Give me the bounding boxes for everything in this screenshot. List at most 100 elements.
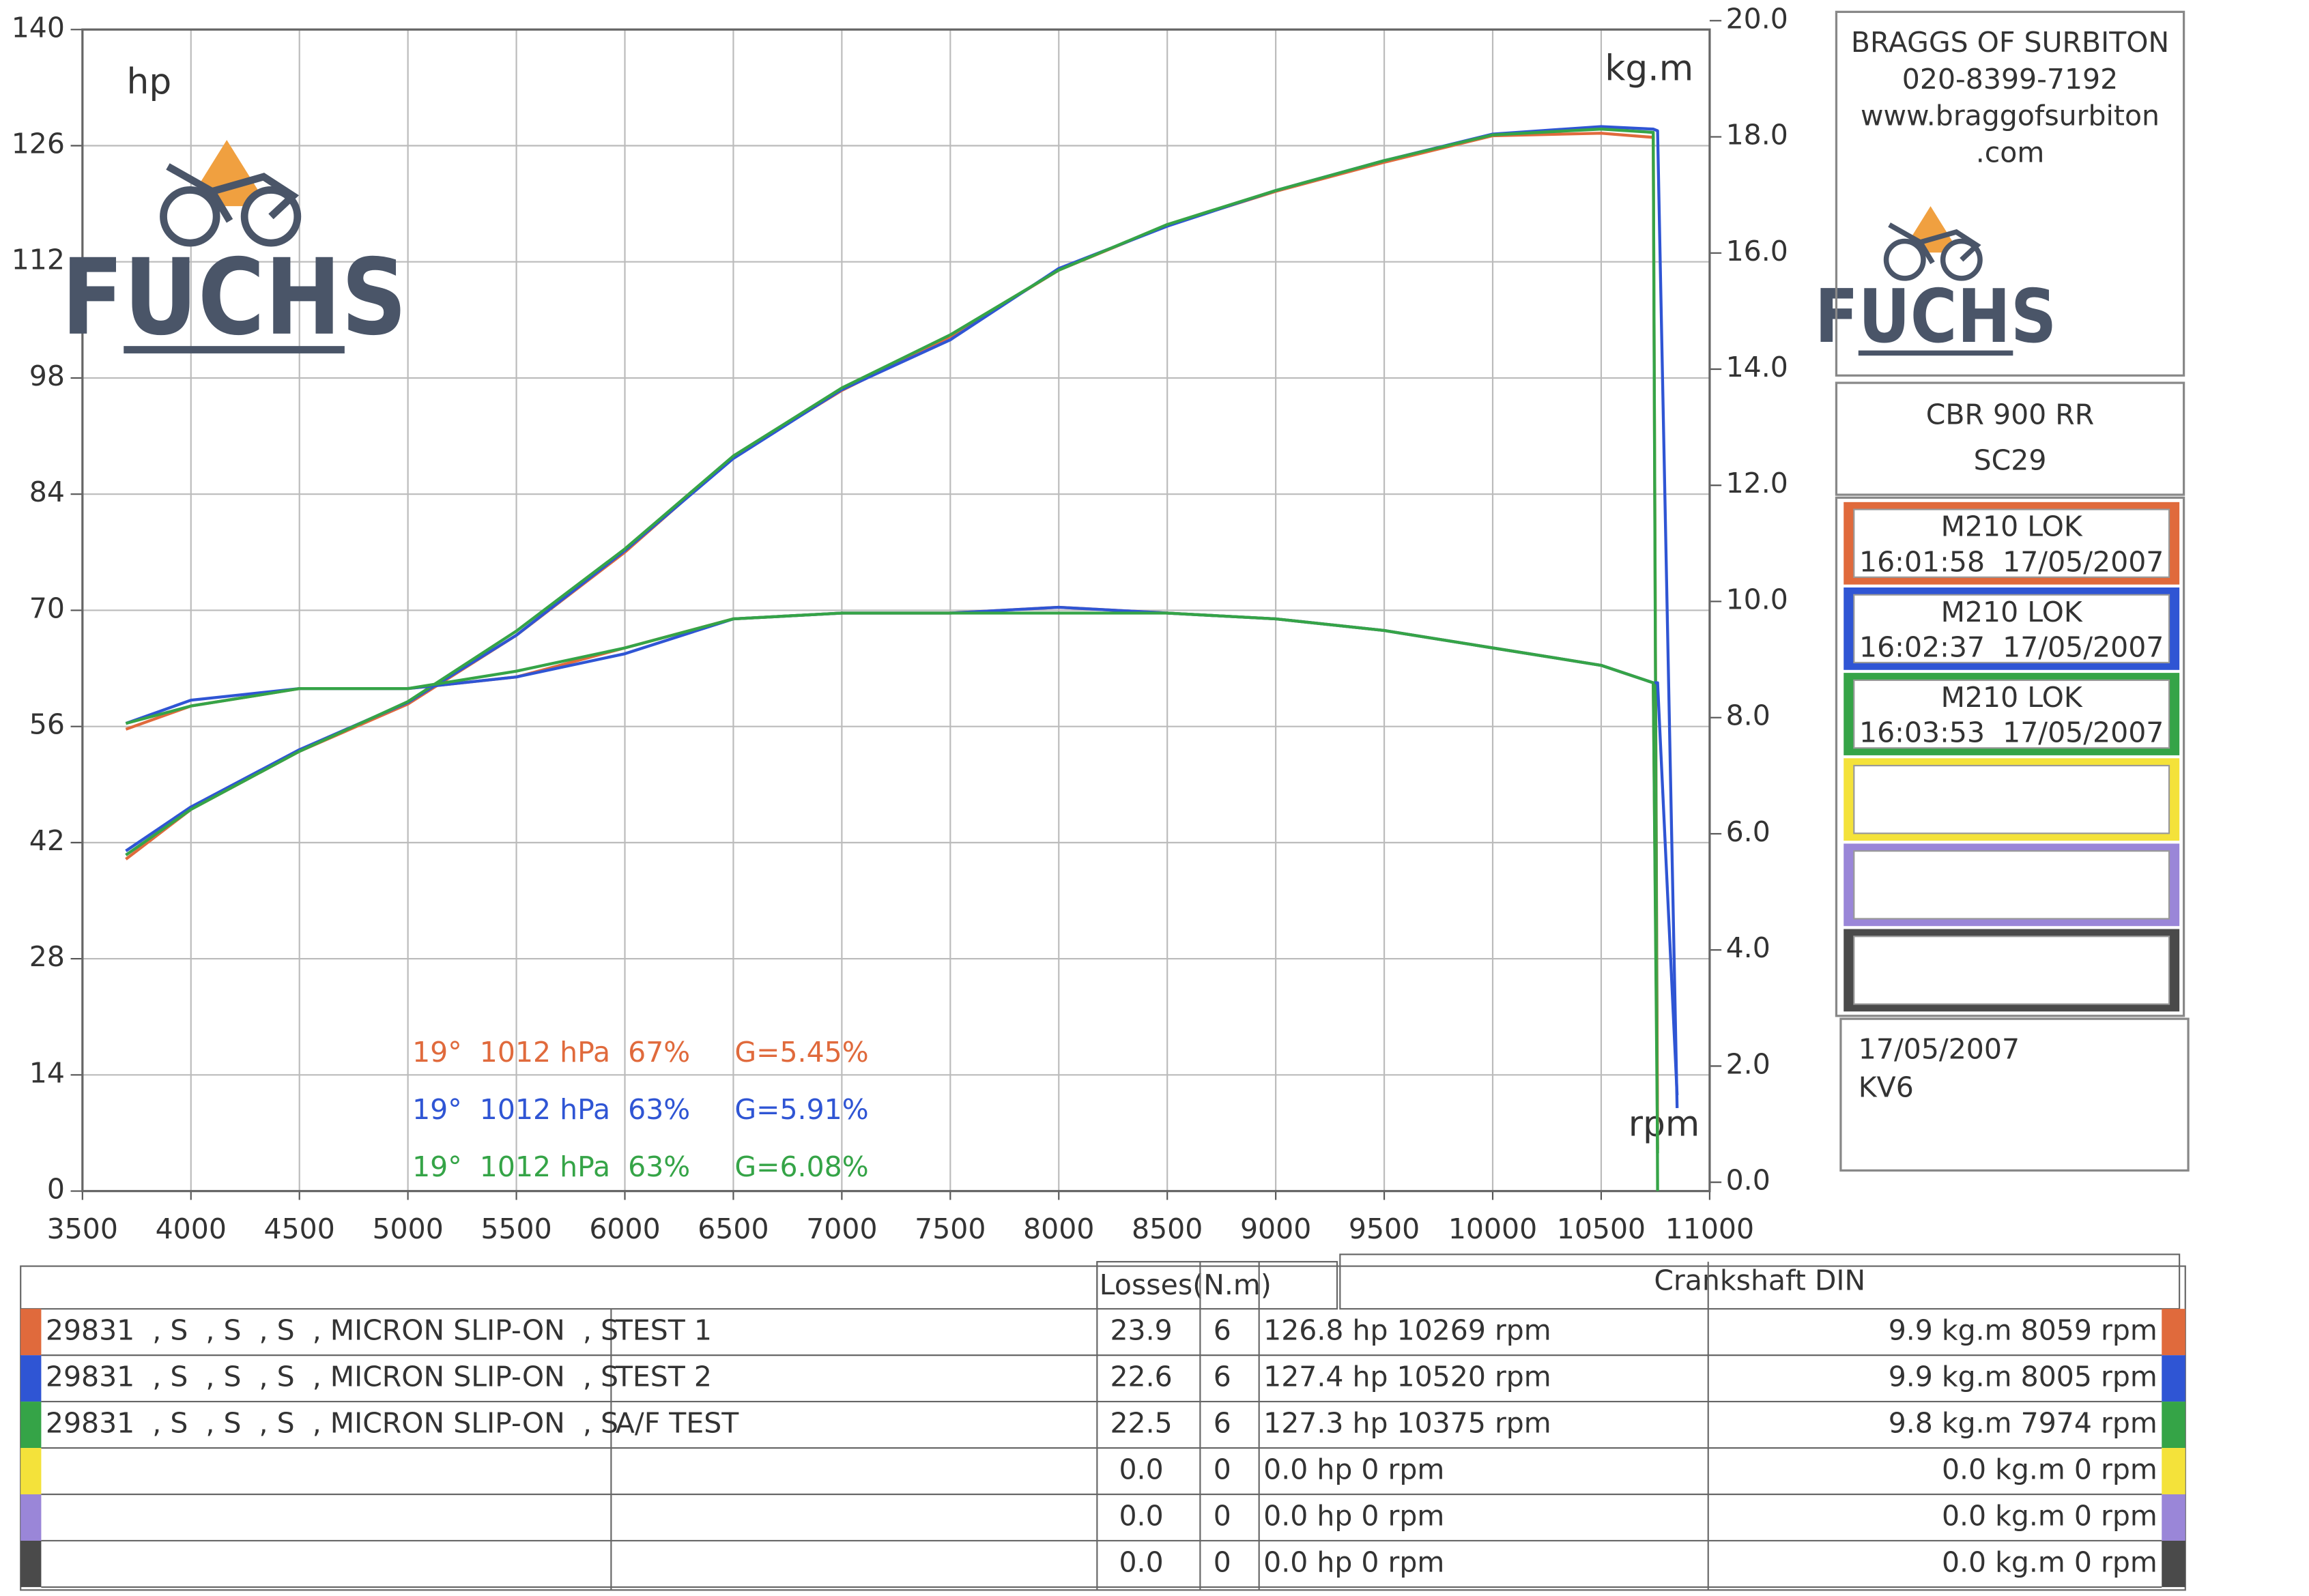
y-tick-label: 0 (47, 1173, 65, 1206)
logo-bike (1888, 222, 1981, 265)
panel-box (1835, 10, 2185, 377)
row-swatch (20, 1355, 42, 1402)
max-torque: 0.0 kg.m 0 rpm (1942, 1453, 2157, 1486)
description: 29831 , S , S , S , MICRON SLIP-ON , S (46, 1361, 618, 1393)
max-torque: 9.9 kg.m 8005 rpm (1889, 1361, 2157, 1393)
footer: KV6 (1859, 1071, 1914, 1104)
x-tick-label: 7000 (806, 1213, 877, 1245)
y-tick-label: 140 (12, 11, 65, 44)
y-axis-label: hp (127, 61, 172, 102)
max-torque: 9.9 kg.m 8059 rpm (1889, 1314, 2157, 1347)
test: TEST 1 (615, 1314, 712, 1347)
x-tick-label: 5500 (481, 1213, 551, 1245)
panel-header: BRAGGS OF SURBITON (1851, 26, 2169, 59)
panel-header: .com (1976, 136, 2045, 169)
din-header-box (1339, 1253, 2181, 1310)
y2-tick-label: 2.0 (1726, 1047, 1770, 1080)
test: TEST 2 (615, 1361, 712, 1393)
losses-n: 0 (1214, 1453, 1231, 1486)
losses: 22.6 (1110, 1361, 1172, 1393)
curve (125, 611, 1659, 1154)
y2-tick-label: 14.0 (1726, 351, 1788, 383)
curve (125, 132, 1659, 1150)
row-swatch (20, 1448, 42, 1495)
footer: 17/05/2007 (1859, 1033, 2020, 1066)
y-tick-label: 98 (29, 360, 65, 392)
x-tick-label: 6000 (589, 1213, 660, 1245)
model: CBR 900 RR (1926, 398, 2094, 431)
footer-box (1839, 1017, 2190, 1172)
losses-header: Losses(N.m) (1100, 1268, 1272, 1301)
test: A/F TEST (616, 1407, 739, 1440)
logo: FUCHS (1815, 206, 2056, 360)
y-tick-label: 126 (12, 128, 65, 160)
losses: 22.5 (1110, 1407, 1172, 1440)
row-swatch (2162, 1494, 2185, 1541)
max-torque: 9.8 kg.m 7974 rpm (1889, 1407, 2157, 1440)
y2-tick-label: 16.0 (1726, 235, 1788, 267)
y-tick-label: 70 (29, 592, 65, 624)
x-tick-label: 8000 (1023, 1213, 1094, 1245)
losses-n: 6 (1214, 1314, 1231, 1347)
max-power: 0.0 hp 0 rpm (1263, 1500, 1444, 1533)
max-power: 0.0 hp 0 rpm (1263, 1546, 1444, 1578)
run-time: 16:03:53 17/05/2007 (1859, 716, 2164, 749)
row-swatch (2162, 1355, 2185, 1402)
conditions: 19° 1012 hPa 63% G=5.91% (412, 1093, 869, 1126)
x-axis-label: rpm (1629, 1104, 1700, 1145)
x-tick-label: 8500 (1132, 1213, 1203, 1245)
y-tick-label: 42 (29, 824, 65, 857)
x-tick-label: 10500 (1557, 1213, 1646, 1245)
conditions: 19° 1012 hPa 63% G=6.08% (412, 1150, 869, 1183)
y-tick-label: 112 (12, 244, 65, 276)
y-tick-label: 14 (29, 1056, 65, 1089)
losses-n: 6 (1214, 1361, 1231, 1393)
run-inner (1853, 764, 2170, 835)
y2-tick-label: 6.0 (1726, 815, 1770, 848)
logo-underline (1858, 350, 2013, 356)
plot-frame (81, 28, 1711, 1193)
logo-text: FUCHS (1815, 274, 2056, 360)
row-swatch (2162, 1448, 2185, 1495)
x-tick-label: 3500 (47, 1213, 118, 1245)
logo-underline (124, 346, 345, 353)
logo: FUCHS (61, 140, 407, 358)
x-tick-label: 4000 (156, 1213, 227, 1245)
losses: 23.9 (1110, 1314, 1172, 1347)
runs-box (1835, 496, 2185, 1017)
max-torque: 0.0 kg.m 0 rpm (1942, 1546, 2157, 1578)
y2-tick-label: 10.0 (1726, 583, 1788, 615)
run-inner (1853, 508, 2170, 578)
panel-header: 020-8399-7192 (1902, 63, 2118, 96)
losses: 0.0 (1119, 1546, 1163, 1578)
y2-tick-label: 8.0 (1726, 699, 1770, 732)
row-swatch (20, 1309, 42, 1356)
y2-tick-label: 4.0 (1726, 931, 1770, 964)
run-name: M210 LOK (1941, 681, 2083, 714)
x-tick-label: 5000 (372, 1213, 443, 1245)
max-power: 126.8 hp 10269 rpm (1263, 1314, 1551, 1347)
y2-tick-label: 12.0 (1726, 467, 1788, 499)
y2-tick-label: 20.0 (1726, 2, 1788, 35)
run-time: 16:02:37 17/05/2007 (1859, 631, 2164, 664)
losses: 0.0 (1119, 1500, 1163, 1533)
description: 29831 , S , S , S , MICRON SLIP-ON , S (46, 1314, 618, 1347)
description: 29831 , S , S , S , MICRON SLIP-ON , S (46, 1407, 618, 1440)
max-power: 0.0 hp 0 rpm (1263, 1453, 1444, 1486)
model: SC29 (1974, 444, 2047, 477)
x-tick-label: 9500 (1349, 1213, 1420, 1245)
run-inner (1853, 679, 2170, 749)
losses-n: 6 (1214, 1407, 1231, 1440)
x-tick-label: 7500 (915, 1213, 986, 1245)
logo-bike (166, 163, 300, 223)
max-torque: 0.0 kg.m 0 rpm (1942, 1500, 2157, 1533)
x-tick-label: 4500 (264, 1213, 335, 1245)
y2-tick-label: 18.0 (1726, 119, 1788, 151)
y-tick-label: 56 (29, 708, 65, 741)
din-header: Crankshaft DIN (1654, 1264, 1865, 1296)
run-name: M210 LOK (1941, 596, 2083, 628)
run-inner (1853, 935, 2170, 1005)
losses: 0.0 (1119, 1453, 1163, 1486)
